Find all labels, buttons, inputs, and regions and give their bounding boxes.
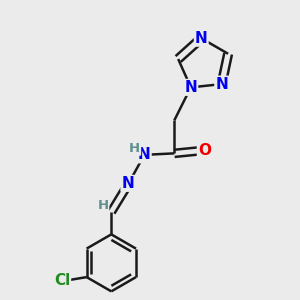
Text: O: O [198, 143, 211, 158]
Text: H: H [97, 200, 109, 212]
Text: N: N [195, 31, 208, 46]
Text: N: N [122, 176, 134, 191]
Text: N: N [215, 76, 228, 92]
Text: N: N [138, 147, 151, 162]
Text: Cl: Cl [54, 273, 70, 288]
Text: H: H [129, 142, 140, 155]
Text: N: N [184, 80, 197, 95]
